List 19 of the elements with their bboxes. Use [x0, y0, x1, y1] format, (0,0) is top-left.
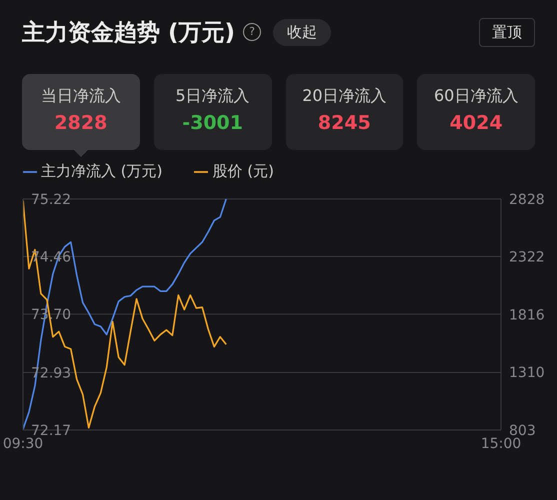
- legend-label: 主力净流入 (万元): [41, 162, 162, 180]
- text: 收起: [273, 18, 332, 46]
- data-label: 8245: [318, 112, 371, 134]
- y2-tick-label: 2828: [509, 192, 545, 208]
- y2-tick-label: 1816: [509, 307, 545, 324]
- question-icon: ?: [243, 23, 262, 41]
- data-label: -3001: [182, 112, 244, 134]
- category-label: 当日净流入: [40, 86, 121, 105]
- y2-tick-label: 1310: [509, 365, 545, 382]
- text: 主力资金趋势 (万元): [22, 18, 236, 48]
- text: 置顶: [479, 18, 535, 46]
- category-label: 60日净流入: [434, 86, 518, 105]
- y-tick-label: 75.22: [31, 192, 72, 208]
- category-label: 5日净流入: [176, 86, 250, 105]
- data-label: 2828: [54, 112, 108, 134]
- y2-tick-label: 2322: [509, 250, 545, 266]
- category-label: 20日净流入: [302, 86, 387, 105]
- legend-label: 股价 (元): [212, 162, 274, 180]
- data-label: 4024: [450, 112, 503, 134]
